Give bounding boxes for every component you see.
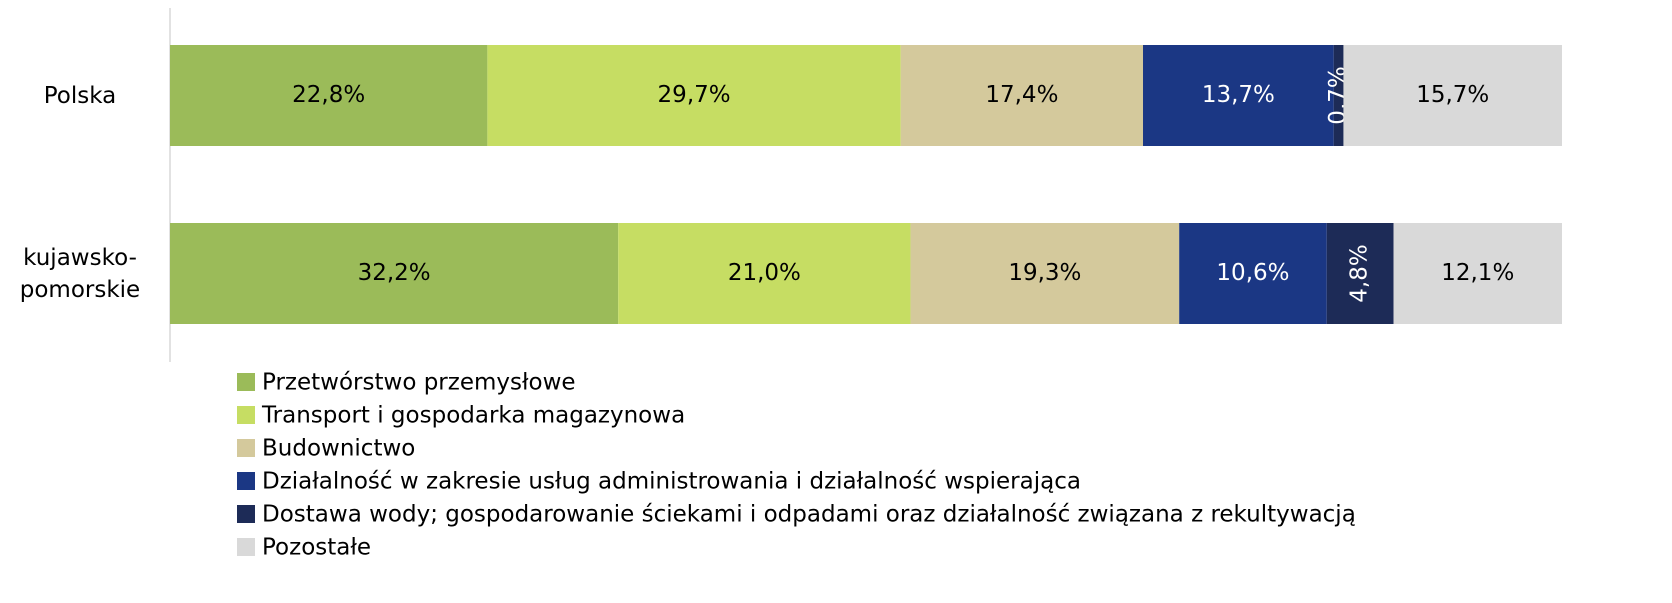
y-tick-label: Polska bbox=[43, 82, 117, 109]
bar-segment bbox=[618, 223, 911, 324]
bar-segment bbox=[1326, 223, 1394, 324]
legend-swatch bbox=[237, 439, 255, 457]
legend-swatch bbox=[237, 406, 255, 424]
bar-segment bbox=[1143, 45, 1334, 146]
legend-swatch bbox=[237, 373, 255, 391]
bar-segment bbox=[1333, 45, 1344, 146]
data-label: 21,0% bbox=[728, 260, 801, 286]
data-label: 29,7% bbox=[658, 82, 731, 108]
legend-swatch bbox=[237, 505, 255, 523]
data-label: 32,2% bbox=[358, 260, 431, 286]
data-label: 19,3% bbox=[1008, 260, 1081, 286]
bar-segment bbox=[1343, 45, 1562, 146]
data-label: 17,4% bbox=[985, 82, 1058, 108]
data-label: 12,1% bbox=[1441, 260, 1514, 286]
legend-label: Budownictwo bbox=[262, 436, 415, 462]
data-label: 10,6% bbox=[1216, 260, 1289, 286]
legend-label: Przetwórstwo przemysłowe bbox=[262, 370, 576, 396]
legend-swatch bbox=[237, 472, 255, 490]
bar-segment bbox=[170, 223, 619, 324]
legend-label: Pozostałe bbox=[262, 535, 371, 561]
legend-label: Działalność w zakresie usług administrow… bbox=[262, 469, 1081, 495]
bar-segment bbox=[1179, 223, 1327, 324]
legend-label: Transport i gospodarka magazynowa bbox=[261, 403, 685, 429]
data-label: 13,7% bbox=[1202, 82, 1275, 108]
legend-label: Dostawa wody; gospodarowanie ściekami i … bbox=[262, 502, 1356, 528]
data-label: 4,8% bbox=[1347, 244, 1373, 302]
y-tick-label: kujawsko-pomorskie bbox=[19, 244, 141, 303]
bar-segment bbox=[910, 223, 1180, 324]
data-label: 22,8% bbox=[292, 82, 365, 108]
bar-segment bbox=[1393, 223, 1562, 324]
data-label: 15,7% bbox=[1416, 82, 1489, 108]
bar-segment bbox=[487, 45, 901, 146]
bar-segment bbox=[170, 45, 488, 146]
bar-segment bbox=[900, 45, 1144, 146]
legend-swatch bbox=[237, 538, 255, 556]
